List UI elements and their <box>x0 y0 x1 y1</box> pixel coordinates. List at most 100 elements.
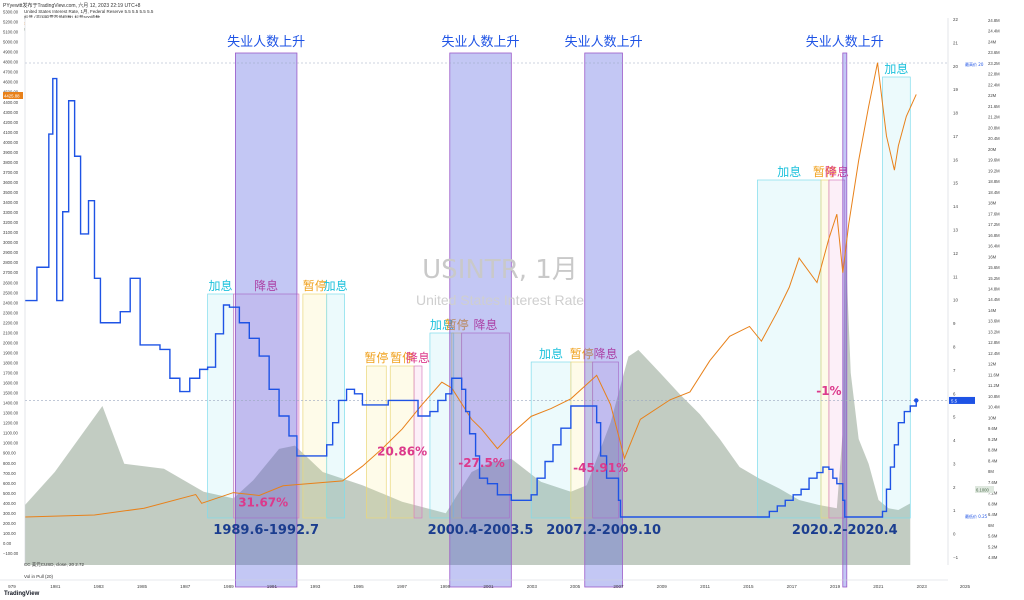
right-unemploy-tick-49: 5.2M <box>988 544 998 549</box>
policy-label-14: 暂停 <box>813 164 837 179</box>
right-unemploy-tick-46: 6.4M <box>988 512 998 517</box>
left-tick-50: 300.00 <box>3 511 16 516</box>
left-tick-40: 1300.00 <box>3 411 19 416</box>
period-label-3: 2020.2-2020.4 <box>792 523 898 538</box>
right-rate-tick-21: 1 <box>953 508 956 513</box>
policy-band-5 <box>389 365 415 519</box>
right-unemploy-tick-36: 10.4M <box>988 405 1000 410</box>
watermark-subtitle: United States Interest Rate <box>416 292 584 308</box>
left-tick-29: 2400.00 <box>3 300 19 305</box>
right-unemploy-tick-9: 21.2M <box>988 115 1000 120</box>
x-tick-16: 2011 <box>700 584 710 589</box>
right-rate-tick-15: 7 <box>953 368 956 373</box>
policy-label-12: 降息 <box>594 346 618 361</box>
right-rate-tick-20: 2 <box>953 485 956 490</box>
left-tick-49: 400.00 <box>3 501 16 506</box>
right-unemploy-tick-42: 8M <box>988 469 994 474</box>
right-unemploy-tick-13: 19.6M <box>988 158 1000 163</box>
left-tick-37: 1600.00 <box>3 381 19 386</box>
policy-band-12 <box>592 361 619 519</box>
left-tick-20: 3300.00 <box>3 210 19 215</box>
rate-top-tag: 最高价 20 <box>965 61 984 67</box>
right-unemploy-tick-11: 20.4M <box>988 136 1000 141</box>
policy-band-6 <box>413 365 423 519</box>
right-rate-tick-10: 12 <box>953 251 958 256</box>
rate-line <box>25 77 917 518</box>
left-tick-38: 1500.00 <box>3 391 19 396</box>
right-unemploy-tick-32: 12M <box>988 362 997 367</box>
left-tick-42: 1100.00 <box>3 431 18 436</box>
left-tick-34: 1900.00 <box>3 350 19 355</box>
left-tick-17: 3600.00 <box>3 180 19 185</box>
annotation-4: -1% <box>816 384 841 398</box>
left-tick-7: 4600.00 <box>3 80 19 85</box>
x-tick-0: 979 <box>8 584 16 589</box>
left-tick-22: 3100.00 <box>3 230 19 235</box>
right-rate-tick-9: 13 <box>953 228 958 233</box>
left-tick-28: 2500.00 <box>3 290 19 295</box>
x-tick-17: 2015 <box>743 584 754 589</box>
right-rate-tick-11: 11 <box>953 274 958 279</box>
right-unemploy-tick-4: 23.2M <box>988 61 1000 66</box>
rate-current-label: 5.5 <box>951 398 958 403</box>
right-unemploy-tick-30: 12.8M <box>988 340 1000 345</box>
right-rate-tick-4: 18 <box>953 111 958 116</box>
unemploy-area <box>25 224 911 565</box>
right-unemploy-tick-12: 20M <box>988 147 997 152</box>
right-unemploy-tick-1: 24.4M <box>988 29 1000 34</box>
x-tick-4: 1987 <box>180 584 191 589</box>
left-tick-16: 3700.00 <box>3 170 19 175</box>
left-tick-1: 5200.00 <box>3 20 19 25</box>
annotation-2: -27.5% <box>458 456 505 470</box>
left-tick-41: 1200.00 <box>3 421 19 426</box>
policy-label-5: 暂停 <box>390 350 414 365</box>
left-tick-35: 1800.00 <box>3 360 19 365</box>
x-tick-6: 1991 <box>267 584 278 589</box>
right-unemploy-tick-7: 22M <box>988 93 997 98</box>
left-tick-23: 3000.00 <box>3 240 19 245</box>
left-tick-9: 4400.00 <box>3 100 19 105</box>
period-label-2: 2007.2-2009.10 <box>546 523 661 538</box>
right-unemploy-tick-2: 24M <box>988 39 997 44</box>
x-tick-5: 1989 <box>223 584 234 589</box>
legend-rate[interactable]: United States Interest Rate, 1月, Federal… <box>24 9 154 14</box>
recession-label-0: 失业人数上升 <box>227 35 305 50</box>
rate-last-point <box>914 398 919 403</box>
left-tick-51: 200.00 <box>3 521 16 526</box>
right-unemploy-tick-40: 8.8M <box>988 448 998 453</box>
right-unemploy-tick-45: 6.8M <box>988 501 998 506</box>
x-tick-7: 1993 <box>310 584 321 589</box>
policy-label-1: 降息 <box>254 278 278 293</box>
left-tick-32: 2100.00 <box>3 330 19 335</box>
left-tick-2: 5100.00 <box>3 30 19 35</box>
spx-line <box>24 62 917 518</box>
right-rate-tick-0: 22 <box>953 17 958 22</box>
left-tick-45: 800.00 <box>3 461 16 466</box>
right-rate-tick-22: 0 <box>953 532 956 537</box>
rate-current-tag <box>949 396 975 404</box>
right-rate-tick-19: 3 <box>953 461 956 466</box>
x-tick-21: 2023 <box>917 584 928 589</box>
x-tick-14: 2007 <box>613 584 624 589</box>
rate-low-tag: 最低价 0.25 <box>965 513 988 519</box>
left-tick-31: 2200.00 <box>3 320 19 325</box>
left-tick-5: 4800.00 <box>3 60 19 65</box>
tradingview-logo[interactable]: TradingView <box>4 591 40 597</box>
right-unemploy-tick-19: 17.2M <box>988 222 1000 227</box>
right-rate-tick-23: −1 <box>953 555 959 560</box>
right-rate-tick-1: 21 <box>953 40 958 45</box>
left-tick-48: 500.00 <box>3 491 16 496</box>
policy-label-10: 加息 <box>539 346 563 361</box>
policy-band-7 <box>429 332 455 519</box>
policy-label-11: 暂停 <box>570 346 594 361</box>
x-tick-1: 1981 <box>50 584 61 589</box>
left-current-tag <box>3 92 23 99</box>
publish-line: PYyewitt发布于TradingView.com, 六月 12, 2023 … <box>3 3 141 9</box>
right-unemploy-tick-8: 21.6M <box>988 104 1000 109</box>
right-unemploy-tick-10: 20.8M <box>988 125 1000 130</box>
right-rate-tick-12: 10 <box>953 298 958 303</box>
policy-label-8: 暂停 <box>445 317 469 332</box>
legend-sp-desc: 标普 (美国股票市场指数) 标普500指数 <box>24 15 101 20</box>
right-rate-tick-13: 9 <box>953 321 956 326</box>
